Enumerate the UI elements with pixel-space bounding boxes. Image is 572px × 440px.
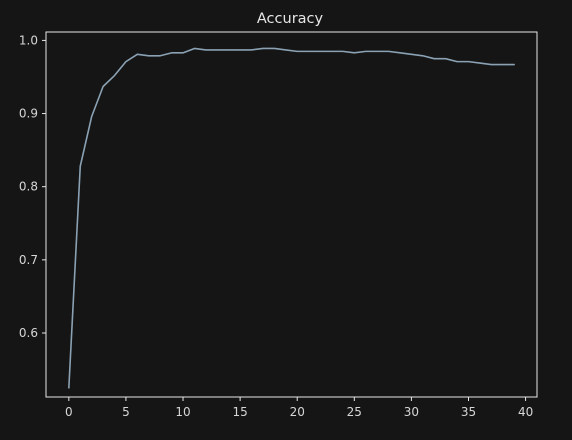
x-tick-label: 15 (232, 405, 247, 419)
y-axis: 0.6 0.7 0.8 0.9 1.0 (19, 33, 46, 340)
x-tick-label: 20 (290, 405, 305, 419)
y-tick-label: 0.9 (19, 107, 38, 121)
y-tick-label: 0.7 (19, 253, 38, 267)
series-layer (68, 47, 515, 389)
x-tick-label: 0 (65, 405, 73, 419)
x-tick-label: 5 (122, 405, 130, 419)
plot-frame (45, 31, 538, 398)
x-tick-label: 35 (461, 405, 476, 419)
x-tick-label: 30 (404, 405, 419, 419)
chart-title: Accuracy (257, 11, 324, 27)
x-tick-label: 10 (175, 405, 190, 419)
x-axis: 0 5 10 15 20 25 30 35 40 (65, 397, 533, 419)
y-tick-label: 0.6 (19, 326, 38, 340)
x-tick-label: 25 (347, 405, 362, 419)
y-tick-label: 0.8 (19, 180, 38, 194)
y-tick-label: 1.0 (19, 33, 38, 47)
accuracy-line (68, 47, 515, 389)
x-tick-label: 40 (518, 405, 533, 419)
